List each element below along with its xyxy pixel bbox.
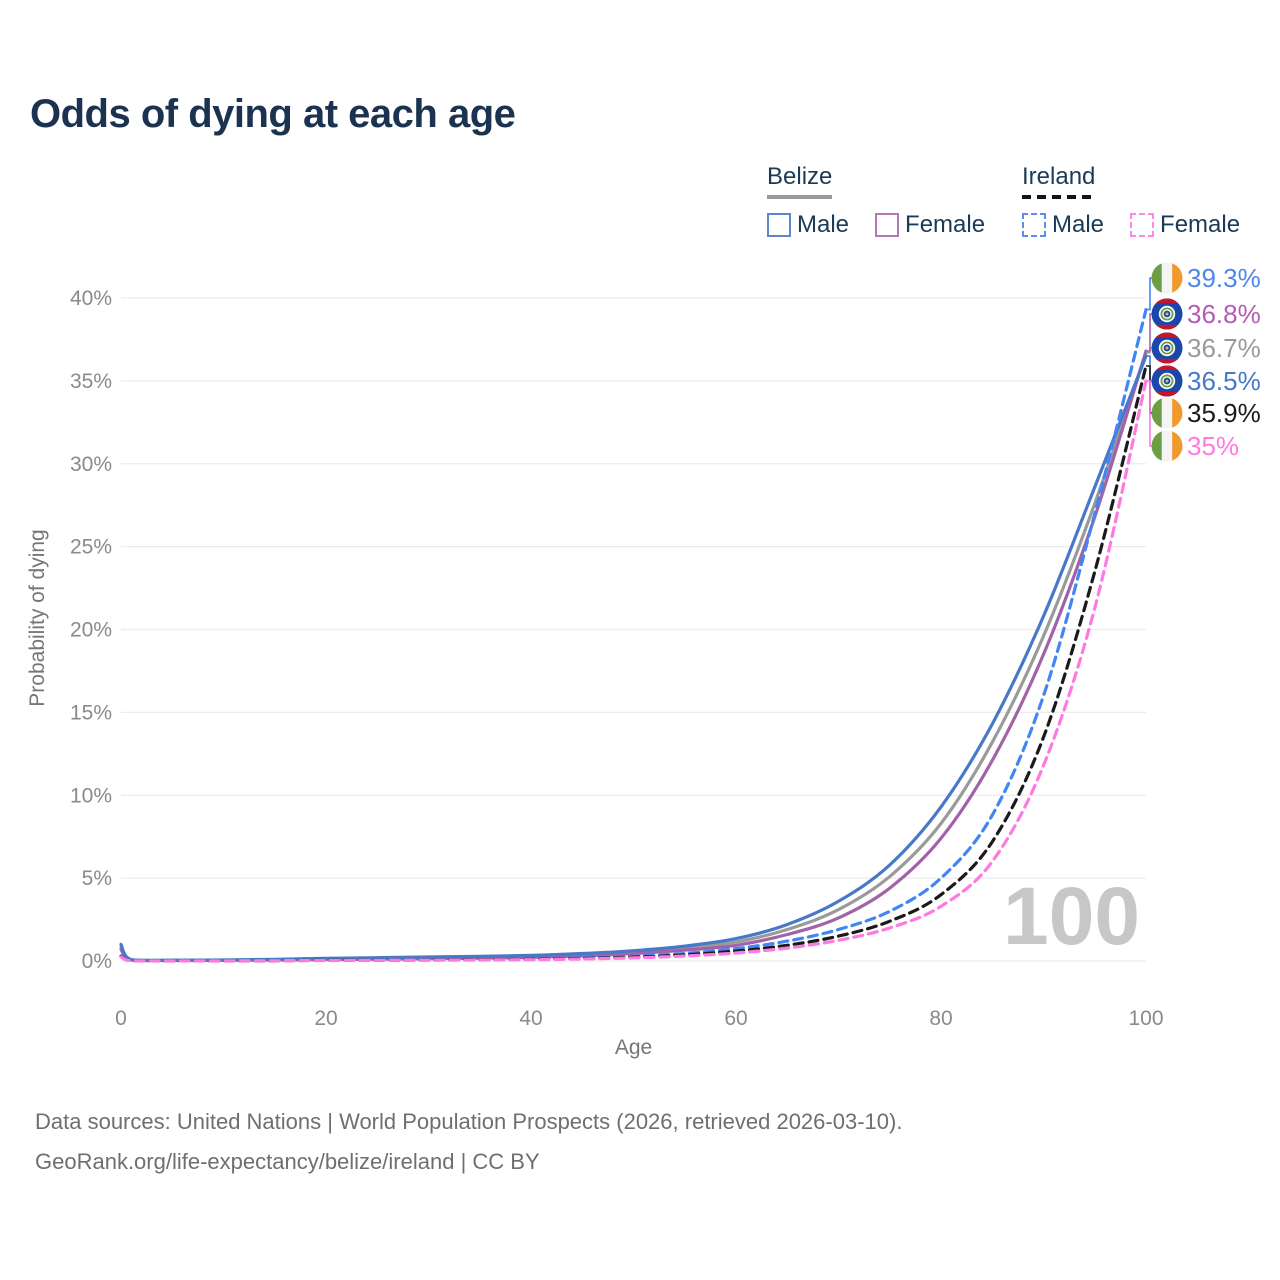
legend-items-row: Male Female — [767, 211, 1011, 239]
solid-series-checkbox-icon[interactable] — [767, 213, 791, 237]
legend-items-row: Male Female — [1022, 211, 1266, 239]
data-sources-line: Data sources: United Nations | World Pop… — [35, 1109, 903, 1134]
legend-item-label: Male — [1052, 211, 1105, 238]
x-tick-0: 0 — [115, 1007, 127, 1030]
legend-group-belize: Belize Male Female — [767, 163, 1011, 239]
series-line-belize-total — [119, 351, 1148, 963]
dashed-series-checkbox-icon[interactable] — [1022, 213, 1046, 237]
legend-country-ireland[interactable]: Ireland — [1022, 163, 1096, 190]
legend-item-label: Female — [905, 211, 986, 238]
y-axis-title: Probability of dying — [26, 529, 49, 706]
x-tick-20: 20 — [314, 1007, 337, 1030]
y-tick-20%: 20% — [70, 619, 112, 642]
legend-underline-solid — [767, 195, 832, 199]
legend-item-label: Female — [1160, 211, 1241, 238]
x-axis-title: Age — [615, 1036, 652, 1059]
series-line-ireland-total — [119, 364, 1148, 963]
ireland-flag-icon — [1151, 262, 1183, 294]
legend-item-belize-female[interactable]: Female — [875, 211, 985, 239]
y-tick-35%: 35% — [70, 370, 112, 393]
legend-item-ireland-male[interactable]: Male — [1022, 211, 1104, 239]
legend-group-ireland: Ireland Male Female — [1022, 163, 1266, 239]
page-title: Odds of dying at each age — [30, 92, 516, 136]
legend-item-belize-male[interactable]: Male — [767, 211, 849, 239]
x-tick-100: 100 — [1128, 1007, 1163, 1030]
x-tick-60: 60 — [724, 1007, 747, 1030]
dashed-series-checkbox-icon[interactable] — [1130, 213, 1155, 237]
end-value-label-belize-total: 36.7% — [1187, 333, 1261, 363]
belize-flag-icon — [1151, 332, 1183, 364]
series-line-belize-male — [119, 354, 1148, 963]
y-tick-40%: 40% — [70, 287, 112, 310]
y-tick-15%: 15% — [70, 701, 112, 724]
x-tick-80: 80 — [929, 1007, 952, 1030]
ireland-flag-icon — [1151, 397, 1183, 429]
y-tick-25%: 25% — [70, 536, 112, 559]
y-tick-10%: 10% — [70, 784, 112, 807]
y-tick-30%: 30% — [70, 453, 112, 476]
series-line-belize-female — [119, 349, 1148, 963]
series-line-ireland-female — [119, 379, 1148, 963]
attribution-line: GeoRank.org/life-expectancy/belize/irela… — [35, 1149, 540, 1174]
solid-series-checkbox-icon[interactable] — [875, 213, 900, 237]
y-tick-0%: 0% — [82, 950, 112, 973]
y-tick-5%: 5% — [82, 867, 112, 890]
legend-country-belize[interactable]: Belize — [767, 163, 833, 190]
legend-item-label: Male — [797, 211, 850, 238]
belize-flag-icon — [1151, 365, 1183, 397]
end-value-label-ireland-male: 39.3% — [1187, 263, 1261, 293]
end-value-label-ireland-total: 35.9% — [1187, 398, 1261, 428]
x-tick-40: 40 — [519, 1007, 542, 1030]
end-value-label-belize-male: 36.5% — [1187, 366, 1261, 396]
end-value-label-belize-female: 36.8% — [1187, 299, 1261, 329]
belize-flag-icon — [1151, 298, 1183, 330]
age-watermark: 100 — [1003, 871, 1140, 962]
legend-underline-dashed — [1022, 195, 1095, 199]
legend-item-ireland-female[interactable]: Female — [1130, 211, 1240, 239]
ireland-flag-icon — [1151, 430, 1183, 462]
end-value-label-ireland-female: 35% — [1187, 431, 1239, 461]
footer: Data sources: United Nations | World Pop… — [35, 1102, 902, 1182]
